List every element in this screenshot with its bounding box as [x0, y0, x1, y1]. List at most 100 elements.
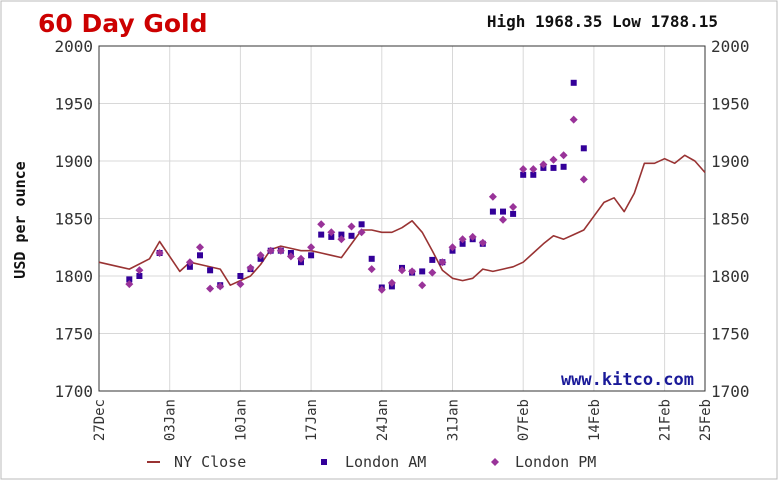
y-tick-left-1750: 1750	[54, 325, 93, 344]
point-london-am-3	[186, 263, 193, 270]
point-london-pm-38	[549, 155, 558, 164]
point-london-pm-41	[579, 175, 588, 184]
point-london-pm-9	[256, 251, 265, 260]
x-tick-31Jan: 31Jan	[446, 399, 462, 441]
y-tick-left-1850: 1850	[54, 210, 93, 229]
point-london-pm-6	[216, 282, 225, 291]
point-london-am-38	[550, 164, 557, 171]
legend-london-am-label: London AM	[345, 453, 426, 471]
y-tick-right-1850: 1850	[711, 210, 750, 229]
point-london-pm-20	[367, 265, 376, 274]
point-london-am-14	[308, 252, 315, 259]
point-london-pm-33	[499, 215, 507, 224]
point-london-pm-23	[398, 266, 406, 275]
series-london-pm	[125, 115, 588, 294]
plot-frame	[98, 45, 706, 392]
series-line-ny-close	[98, 154, 706, 286]
legend-london-pm-label: London PM	[515, 453, 596, 471]
point-london-am-5	[207, 267, 214, 274]
x-tick-03Jan: 03Jan	[163, 399, 179, 441]
y-tick-left-1900: 1900	[54, 152, 93, 171]
point-london-pm-28	[448, 243, 457, 252]
point-london-pm-40	[569, 115, 578, 124]
y-tick-labels-right: 1700 1750 1800 1850 1900 1950 2000	[711, 37, 750, 401]
point-london-pm-13	[297, 254, 305, 263]
x-tick-07Feb: 07Feb	[516, 399, 532, 441]
point-london-am-17	[338, 231, 345, 238]
point-london-am-36	[530, 171, 537, 178]
point-london-am-26	[429, 256, 436, 263]
point-london-am-35	[520, 171, 527, 178]
point-london-am-32	[489, 208, 496, 215]
point-london-pm-12	[286, 252, 295, 261]
y-tick-right-1950: 1950	[711, 95, 750, 114]
y-tick-left-1950: 1950	[54, 95, 93, 114]
point-london-pm-36	[529, 165, 538, 174]
point-london-pm-24	[408, 267, 417, 276]
point-london-pm-35	[519, 165, 528, 174]
point-london-pm-25	[418, 281, 427, 290]
point-london-am-0	[126, 276, 133, 283]
point-london-am-29	[459, 240, 466, 247]
point-london-am-1	[136, 273, 143, 279]
point-london-pm-21	[377, 285, 386, 294]
point-london-pm-37	[539, 160, 548, 169]
point-london-am-19	[358, 221, 365, 228]
point-london-pm-1	[135, 266, 144, 275]
point-london-pm-10	[266, 246, 275, 255]
x-tick-10Jan: 10Jan	[233, 399, 249, 441]
point-london-am-34	[510, 210, 517, 217]
point-london-pm-15	[317, 220, 326, 229]
point-london-pm-4	[196, 243, 204, 252]
point-london-am-40	[570, 79, 577, 86]
legend: NY Close London AM London PM	[147, 453, 596, 471]
legend-london-am-swatch	[321, 459, 327, 465]
y-tick-left-1800: 1800	[54, 267, 93, 286]
point-london-pm-14	[307, 243, 316, 252]
point-london-pm-2	[155, 249, 164, 257]
point-london-am-25	[419, 268, 426, 275]
point-london-pm-17	[337, 235, 346, 244]
point-london-am-7	[237, 273, 244, 279]
legend-london-pm-swatch	[491, 458, 499, 466]
y-tick-right-1700: 1700	[711, 382, 750, 401]
point-london-pm-16	[327, 228, 336, 237]
y-axis-label: USD per ounce	[11, 161, 29, 278]
x-tick-labels: 27Dec 03Jan 10Jan 17Jan 24Jan 31Jan 07Feb 14Feb…	[92, 399, 714, 441]
x-tick-21Feb: 21Feb	[658, 399, 674, 441]
point-london-am-39	[560, 163, 567, 170]
y-tick-left-2000: 2000	[54, 37, 93, 56]
x-tick-27Dec: 27Dec	[92, 399, 108, 441]
point-london-pm-32	[488, 192, 497, 201]
high-low-stats: High 1968.35 Low 1788.15	[487, 12, 718, 31]
x-tick-17Jan: 17Jan	[304, 399, 320, 441]
series-ny-close	[98, 154, 706, 286]
point-london-pm-11	[276, 246, 285, 255]
y-tick-right-1900: 1900	[711, 152, 750, 171]
point-london-am-18	[348, 232, 355, 239]
legend-ny-close-label: NY Close	[174, 453, 246, 471]
series-layer	[98, 79, 706, 294]
point-london-pm-39	[559, 151, 568, 160]
y-tick-right-1750: 1750	[711, 325, 750, 344]
y-tick-right-1800: 1800	[711, 267, 750, 286]
point-london-pm-34	[509, 203, 518, 211]
point-london-pm-27	[438, 258, 447, 267]
point-london-pm-19	[357, 228, 366, 237]
watermark: www.kitco.com	[561, 370, 694, 390]
point-london-am-4	[197, 252, 203, 259]
point-london-am-16	[328, 233, 335, 240]
point-london-pm-31	[478, 238, 487, 247]
chart-title: 60 Day Gold	[38, 9, 208, 38]
point-london-am-33	[500, 208, 506, 215]
point-london-pm-0	[125, 280, 134, 289]
point-london-pm-22	[387, 278, 396, 287]
point-london-pm-8	[246, 263, 255, 272]
point-london-pm-29	[458, 235, 467, 244]
x-tick-14Feb: 14Feb	[587, 399, 603, 441]
point-london-pm-3	[185, 258, 194, 267]
x-tick-25Feb: 25Feb	[698, 399, 714, 441]
